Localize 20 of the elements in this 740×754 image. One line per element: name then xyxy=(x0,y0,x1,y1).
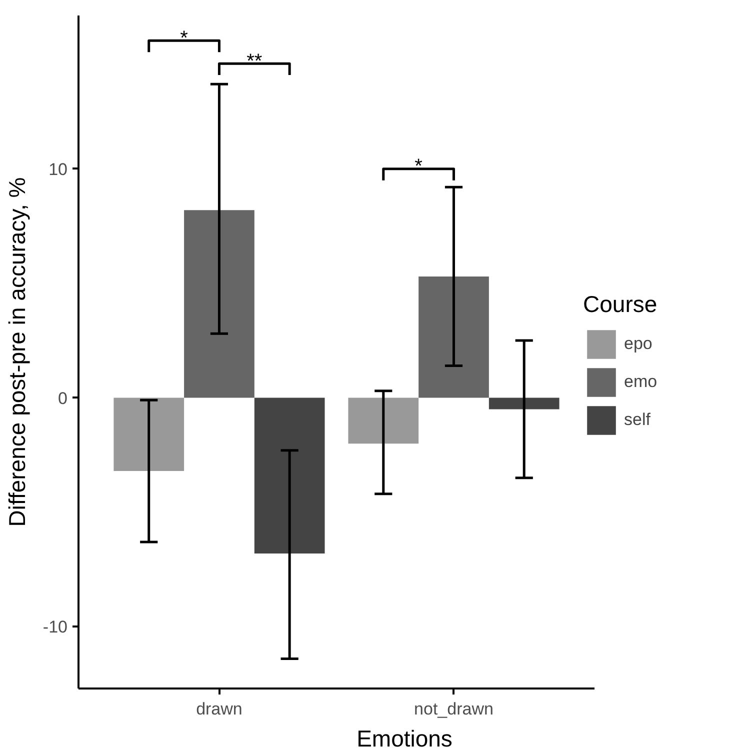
y-axis-title: Difference post-pre in accuracy, % xyxy=(4,177,30,527)
x-tick-label: drawn xyxy=(196,700,242,718)
legend-label: epo xyxy=(624,334,652,354)
x-axis-title: Emotions xyxy=(356,726,452,752)
bar xyxy=(488,398,560,410)
annotation: * xyxy=(414,156,423,178)
annotation: * xyxy=(180,27,188,50)
y-tick-label: -10 xyxy=(42,618,68,637)
bar xyxy=(114,398,184,472)
bar xyxy=(418,276,489,398)
legend-title: Course xyxy=(583,291,658,318)
x-tick-label: not_drawn xyxy=(414,700,494,718)
legend-label: self xyxy=(624,410,650,430)
bar xyxy=(348,398,419,444)
bar xyxy=(254,398,325,554)
y-tick-label: 10 xyxy=(48,160,68,179)
bar xyxy=(184,210,254,398)
annotation: ** xyxy=(246,50,262,72)
legend-label: emo xyxy=(624,372,658,392)
y-tick-label: 0 xyxy=(58,388,68,408)
